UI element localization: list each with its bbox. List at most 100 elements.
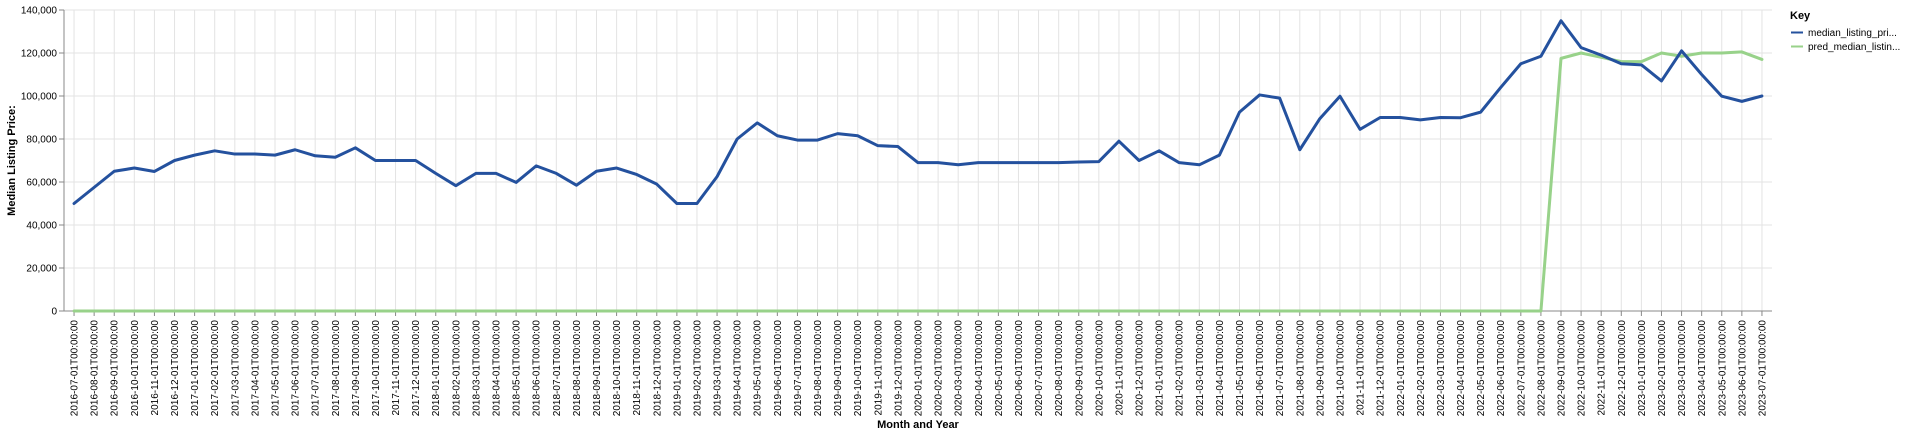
x-tick-label: 2022-08-01T00:00:00 (1536, 320, 1547, 417)
x-tick-label: 2021-09-01T00:00:00 (1315, 320, 1326, 417)
x-tick-label: 2019-07-01T00:00:00 (793, 320, 804, 417)
x-tick-label: 2016-07-01T00:00:00 (70, 320, 81, 417)
x-tick-label: 2018-07-01T00:00:00 (552, 320, 563, 417)
x-tick-label: 2016-11-01T00:00:00 (150, 320, 161, 416)
x-tick-label: 2017-01-01T00:00:00 (190, 320, 201, 417)
x-tick-label: 2017-02-01T00:00:00 (210, 320, 221, 417)
y-tick-labels: 0 20,000 40,000 60,000 80,000 100,000 120,000 1… (21, 6, 58, 318)
x-tick-label: 2021-03-01T00:00:00 (1195, 320, 1206, 417)
x-tick-label: 2019-02-01T00:00:00 (692, 320, 703, 417)
x-tick-label: 2023-06-01T00:00:00 (1737, 320, 1748, 417)
x-tick-label: 2019-10-01T00:00:00 (853, 320, 864, 417)
y-axis-title: Median Listing Price: (6, 105, 18, 216)
x-tick-label: 2020-03-01T00:00:00 (954, 320, 965, 417)
x-tick-label: 2019-09-01T00:00:00 (833, 320, 844, 417)
x-tick-label: 2019-01-01T00:00:00 (672, 320, 683, 417)
x-tick-label: 2021-01-01T00:00:00 (1155, 320, 1166, 417)
x-tick-label: 2023-01-01T00:00:00 (1637, 320, 1648, 417)
x-tick-label: 2020-11-01T00:00:00 (1114, 320, 1125, 416)
x-tick-label: 2023-02-01T00:00:00 (1657, 320, 1668, 417)
series-line-0 (72, 19, 1764, 205)
x-tick-label: 2017-05-01T00:00:00 (270, 320, 281, 417)
y-tick-label: 60,000 (26, 178, 57, 189)
series-lines (72, 19, 1764, 313)
x-tick-label: 2021-04-01T00:00:00 (1215, 320, 1226, 417)
legend-item-1: pred_median_listin... (1791, 42, 1900, 53)
x-tick-label: 2021-05-01T00:00:00 (1235, 320, 1246, 417)
x-tick-label: 2021-12-01T00:00:00 (1376, 320, 1387, 417)
x-tick-label: 2019-03-01T00:00:00 (713, 320, 724, 417)
x-tick-label: 2021-07-01T00:00:00 (1275, 320, 1286, 417)
x-tick-label: 2016-09-01T00:00:00 (110, 320, 121, 417)
x-tick-label: 2022-03-01T00:00:00 (1436, 320, 1447, 417)
x-tick-label: 2018-09-01T00:00:00 (592, 320, 603, 417)
x-tick-label: 2019-05-01T00:00:00 (753, 320, 764, 417)
x-tick-label: 2017-08-01T00:00:00 (331, 320, 342, 417)
x-tick-label: 2022-09-01T00:00:00 (1557, 320, 1568, 417)
legend-item-0: median_listing_pri... (1791, 28, 1897, 39)
x-tick-label: 2021-10-01T00:00:00 (1335, 320, 1346, 417)
x-tick-label: 2017-09-01T00:00:00 (351, 320, 362, 417)
x-tick-label: 2018-10-01T00:00:00 (612, 320, 623, 417)
x-tick-label: 2020-10-01T00:00:00 (1094, 320, 1105, 417)
x-tick-label: 2018-08-01T00:00:00 (572, 320, 583, 417)
legend-label: pred_median_listin... (1808, 42, 1900, 53)
x-tick-label: 2017-04-01T00:00:00 (250, 320, 261, 417)
legend: Key median_listing_pri... pred_median_lis… (1790, 10, 1900, 53)
x-axis-title: Month and Year (877, 419, 959, 431)
series-line-1 (72, 50, 1764, 313)
y-tick-label: 0 (51, 307, 57, 318)
x-tick-label: 2019-11-01T00:00:00 (873, 320, 884, 416)
x-tick-label: 2022-10-01T00:00:00 (1577, 320, 1588, 417)
x-tick-label: 2020-06-01T00:00:00 (1014, 320, 1025, 417)
x-tick-label: 2018-02-01T00:00:00 (451, 320, 462, 417)
x-tick-label: 2017-11-01T00:00:00 (391, 320, 402, 416)
x-tick-label: 2023-04-01T00:00:00 (1697, 320, 1708, 417)
x-tick-label: 2023-05-01T00:00:00 (1717, 320, 1728, 417)
x-tick-label: 2022-06-01T00:00:00 (1496, 320, 1507, 417)
x-tick-label: 2017-03-01T00:00:00 (230, 320, 241, 417)
y-tick-label: 40,000 (26, 221, 57, 232)
x-tick-label: 2022-12-01T00:00:00 (1617, 320, 1628, 417)
x-tick-label: 2018-04-01T00:00:00 (492, 320, 503, 417)
x-tick-label: 2020-08-01T00:00:00 (1054, 320, 1065, 417)
x-tick-label: 2017-12-01T00:00:00 (411, 320, 422, 417)
x-tick-label: 2022-11-01T00:00:00 (1597, 320, 1608, 416)
x-tick-label: 2018-06-01T00:00:00 (532, 320, 543, 417)
axes (59, 9, 1772, 316)
x-tick-label: 2020-05-01T00:00:00 (994, 320, 1005, 417)
x-tick-label: 2022-01-01T00:00:00 (1396, 320, 1407, 417)
x-tick-label: 2021-08-01T00:00:00 (1295, 320, 1306, 417)
x-tick-label: 2017-06-01T00:00:00 (291, 320, 302, 417)
y-tick-label: 120,000 (21, 49, 58, 60)
x-tick-label: 2018-01-01T00:00:00 (431, 320, 442, 417)
x-tick-label: 2018-03-01T00:00:00 (471, 320, 482, 417)
x-tick-label: 2019-06-01T00:00:00 (773, 320, 784, 417)
x-tick-label: 2017-10-01T00:00:00 (371, 320, 382, 417)
legend-title: Key (1790, 10, 1811, 22)
x-tick-label: 2016-10-01T00:00:00 (130, 320, 141, 417)
y-tick-label: 80,000 (26, 135, 57, 146)
x-tick-label: 2021-11-01T00:00:00 (1356, 320, 1367, 416)
x-tick-labels: 2016-07-01T00:00:00 2016-08-01T00:00:00 20… (70, 320, 1769, 417)
y-tick-label: 20,000 (26, 264, 57, 275)
x-tick-label: 2016-08-01T00:00:00 (90, 320, 101, 417)
x-tick-label: 2020-12-01T00:00:00 (1135, 320, 1146, 417)
x-tick-label: 2018-11-01T00:00:00 (632, 320, 643, 416)
y-tick-label: 140,000 (21, 6, 58, 17)
x-tick-label: 2022-05-01T00:00:00 (1476, 320, 1487, 417)
x-tick-label: 2018-12-01T00:00:00 (652, 320, 663, 417)
x-tick-label: 2020-01-01T00:00:00 (914, 320, 925, 417)
legend-label: median_listing_pri... (1808, 28, 1897, 39)
grid-lines (64, 9, 1772, 312)
x-tick-label: 2019-12-01T00:00:00 (893, 320, 904, 417)
x-tick-label: 2017-07-01T00:00:00 (311, 320, 322, 417)
x-tick-label: 2020-02-01T00:00:00 (934, 320, 945, 417)
x-tick-label: 2018-05-01T00:00:00 (512, 320, 523, 417)
x-tick-label: 2022-02-01T00:00:00 (1416, 320, 1427, 417)
x-tick-label: 2023-03-01T00:00:00 (1677, 320, 1688, 417)
y-tick-label: 100,000 (21, 92, 58, 103)
x-tick-label: 2019-04-01T00:00:00 (733, 320, 744, 417)
x-tick-label: 2020-04-01T00:00:00 (974, 320, 985, 417)
